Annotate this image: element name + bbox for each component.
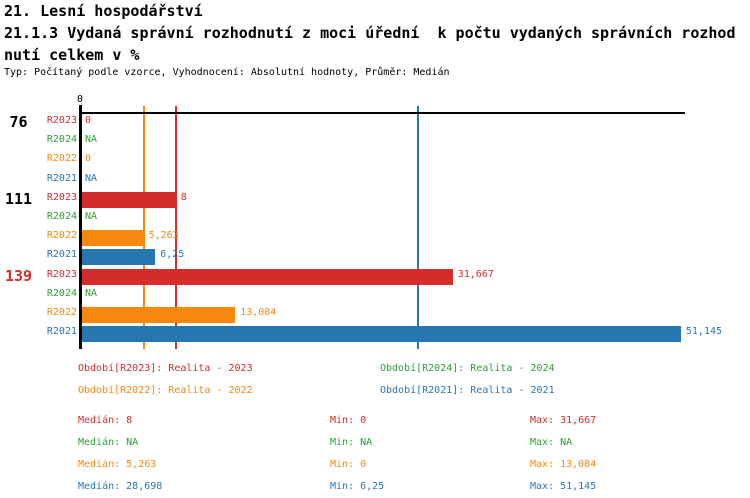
bar-value-label: NA (85, 172, 98, 184)
legend-item-r2024: Období[R2024]: Realita - 2024 (380, 363, 555, 374)
median-line-r2023 (174, 106, 177, 349)
bar-value-label: 8 (180, 191, 187, 203)
row-label-r2021: R2021 (46, 326, 77, 338)
bar-value-label: NA (85, 211, 98, 222)
legend-item-r2023: Období[R2023]: Realita - 2023 (78, 363, 253, 374)
row-label-r2024: R2024 (46, 287, 77, 299)
bar-value-label: NA (85, 287, 98, 299)
bar-r2023-group111 (82, 191, 176, 208)
bar-r2023-group139 (82, 268, 453, 285)
bar-value-label: NA (85, 134, 98, 146)
legend-item-r2021: Období[R2021]: Realita - 2021 (380, 385, 555, 396)
median-line-r2021 (417, 106, 420, 349)
bar-value-label: 0 (85, 153, 92, 165)
stat-max-r2023: Max: 31,667 (530, 415, 597, 426)
row-label-r2023: R2023 (46, 191, 77, 203)
row-label-r2022: R2022 (46, 153, 77, 165)
stat-max-r2021: Max: 51,145 (530, 481, 597, 492)
row-label-r2022: R2022 (46, 230, 77, 242)
bar-value-label: 0 (85, 115, 92, 126)
row-label-r2024: R2024 (46, 211, 77, 222)
stat-min-r2021: Min: 6,25 (330, 481, 385, 492)
bar-r2021-group139 (82, 326, 681, 343)
indicator-title-line2: nutí celkem v % (4, 46, 140, 64)
bar-r2022-group139 (82, 307, 236, 323)
stat-min-r2022: Min: 0 (330, 459, 367, 470)
bar-r2021-group111 (82, 249, 156, 266)
bar-value-label: 6,25 (160, 249, 185, 261)
bar-value-label: 5,263 (148, 230, 179, 242)
row-label-r2021: R2021 (46, 172, 77, 184)
y-axis-spine (79, 105, 82, 349)
row-label-r2022: R2022 (46, 307, 77, 318)
bar-r2022-group111 (82, 230, 144, 247)
bar-value-label: 51,145 (685, 326, 723, 338)
group-label-111: 111 (4, 189, 33, 208)
stat-min-r2024: Min: NA (330, 437, 373, 448)
row-label-r2023: R2023 (46, 115, 77, 126)
indicator-meta: Typ: Počítaný podle vzorce, Vyhodnocení:… (4, 67, 450, 78)
median-line-r2022 (142, 106, 145, 349)
group-label-139: 139 (4, 266, 33, 285)
axis-tick-label: 0 (76, 94, 84, 105)
group-label-76: 76 (9, 113, 28, 131)
stat-min-r2023: Min: 0 (330, 415, 367, 426)
stat-median-r2024: Medián: NA (78, 437, 139, 448)
legend-item-r2022: Období[R2022]: Realita - 2022 (78, 385, 253, 396)
bar-value-label: 31,667 (457, 268, 494, 280)
stat-median-r2023: Medián: 8 (78, 415, 133, 426)
stat-median-r2022: Medián: 5,263 (78, 459, 157, 470)
row-label-r2023: R2023 (46, 268, 77, 280)
row-label-r2021: R2021 (46, 249, 77, 261)
stat-max-r2022: Max: 13,084 (530, 459, 597, 470)
report-section-title: 21. Lesní hospodářství (4, 2, 203, 20)
x-axis-line (79, 112, 685, 114)
row-label-r2024: R2024 (46, 134, 77, 146)
indicator-title-line1: 21.1.3 Vydaná správní rozhodnutí z moci … (4, 24, 736, 42)
stat-median-r2021: Medián: 28,698 (78, 481, 163, 492)
stat-max-r2024: Max: NA (530, 437, 573, 448)
bar-value-label: 13,084 (240, 307, 277, 318)
